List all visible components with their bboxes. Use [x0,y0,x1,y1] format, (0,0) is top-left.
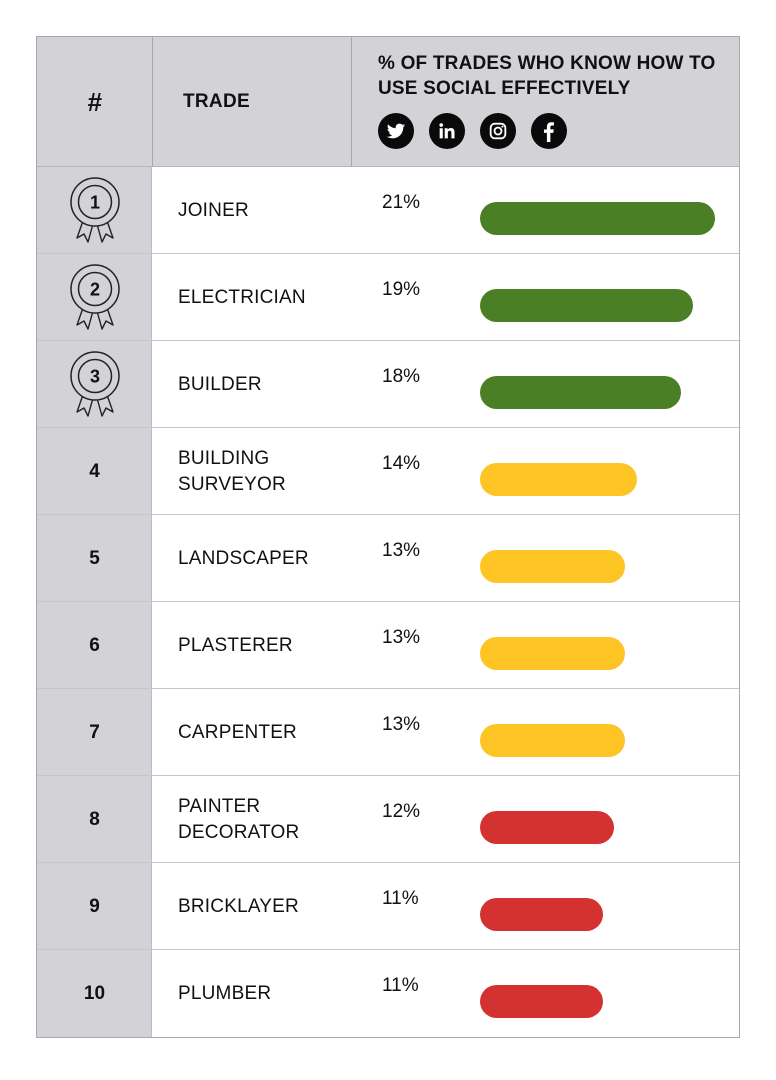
trade-name: JOINER [178,199,249,221]
table-row: 1 JOINER 21% [37,167,739,254]
percentage-value: 12% [382,800,421,822]
social-icons [378,113,739,149]
svg-text:1: 1 [89,192,99,212]
trade-name: PLASTERER [178,634,293,656]
rank-cell: 2 [37,254,152,341]
rank-cell: 10 [83,982,106,1004]
trade-name: BUILDING SURVEYOR [178,447,286,495]
trade-name: CARPENTER [178,721,297,743]
medal-icon: 2 [69,263,120,330]
percentage-value: 19% [382,278,421,300]
medal-icon: 3 [69,350,120,417]
trade-column-header: TRADE [152,37,351,167]
percentage-bar [480,376,681,409]
percentage-value: 14% [382,452,421,474]
twitter-icon [378,113,414,149]
table-header: # TRADE % OF TRADES WHO KNOW HOW TO USE … [37,37,739,167]
trade-name: PLUMBER [178,982,272,1004]
svg-text:3: 3 [89,366,99,386]
table-row: 2 ELECTRICIAN 19% [37,254,739,341]
percentage-bar [480,985,603,1018]
table-row: 4 BUILDING SURVEYOR 14% [37,428,739,515]
rank-cell: 7 [89,721,100,743]
percentage-bar [480,724,625,757]
percentage-value: 21% [382,191,421,213]
rank-cell: 8 [89,808,100,830]
percentage-value: 11% [382,887,419,909]
rank-cell: 9 [89,895,100,917]
trade-name: PAINTER DECORATOR [178,795,300,843]
table-row: 10 PLUMBER 11% [37,950,739,1037]
percentage-value: 13% [382,626,421,648]
percentage-value: 18% [382,365,421,387]
rank-cell: 6 [89,634,100,656]
rank-cell: 3 [37,341,152,428]
percentage-value: 13% [382,539,421,561]
rank-cell: 4 [89,460,100,482]
linkedin-icon [429,113,465,149]
table-body: 1 JOINER 21% 2 ELECTRICIAN 19% 3 BUILDER… [37,167,739,1037]
table-row: 9 BRICKLAYER 11% [37,863,739,950]
percentage-bar [480,463,637,496]
table-row: 6 PLASTERER 13% [37,602,739,689]
trade-name: BRICKLAYER [178,895,299,917]
rank-column-header: # [87,86,102,117]
table-row: 7 CARPENTER 13% [37,689,739,776]
table-row: 5 LANDSCAPER 13% [37,515,739,602]
trade-name: BUILDER [178,373,262,395]
percentage-value: 13% [382,713,421,735]
table-row: 3 BUILDER 18% [37,341,739,428]
trade-name: ELECTRICIAN [178,286,306,308]
percentage-column-title: % OF TRADES WHO KNOW HOW TO USE SOCIAL E… [378,53,716,99]
trades-ranking-table: # TRADE % OF TRADES WHO KNOW HOW TO USE … [36,36,740,1038]
percentage-column-header: % OF TRADES WHO KNOW HOW TO USE SOCIAL E… [351,37,739,167]
rank-cell: 1 [37,167,152,254]
percentage-bar [480,289,693,322]
medal-icon: 1 [69,176,120,243]
instagram-icon [480,113,516,149]
percentage-bar [480,811,614,844]
svg-text:2: 2 [89,279,99,299]
percentage-bar [480,637,625,670]
facebook-icon [531,113,567,149]
percentage-bar [480,898,603,931]
trade-name: LANDSCAPER [178,547,309,569]
percentage-value: 11% [382,974,419,996]
table-row: 8 PAINTER DECORATOR 12% [37,776,739,863]
rank-cell: 5 [89,547,100,569]
percentage-bar [480,202,715,235]
percentage-bar [480,550,625,583]
